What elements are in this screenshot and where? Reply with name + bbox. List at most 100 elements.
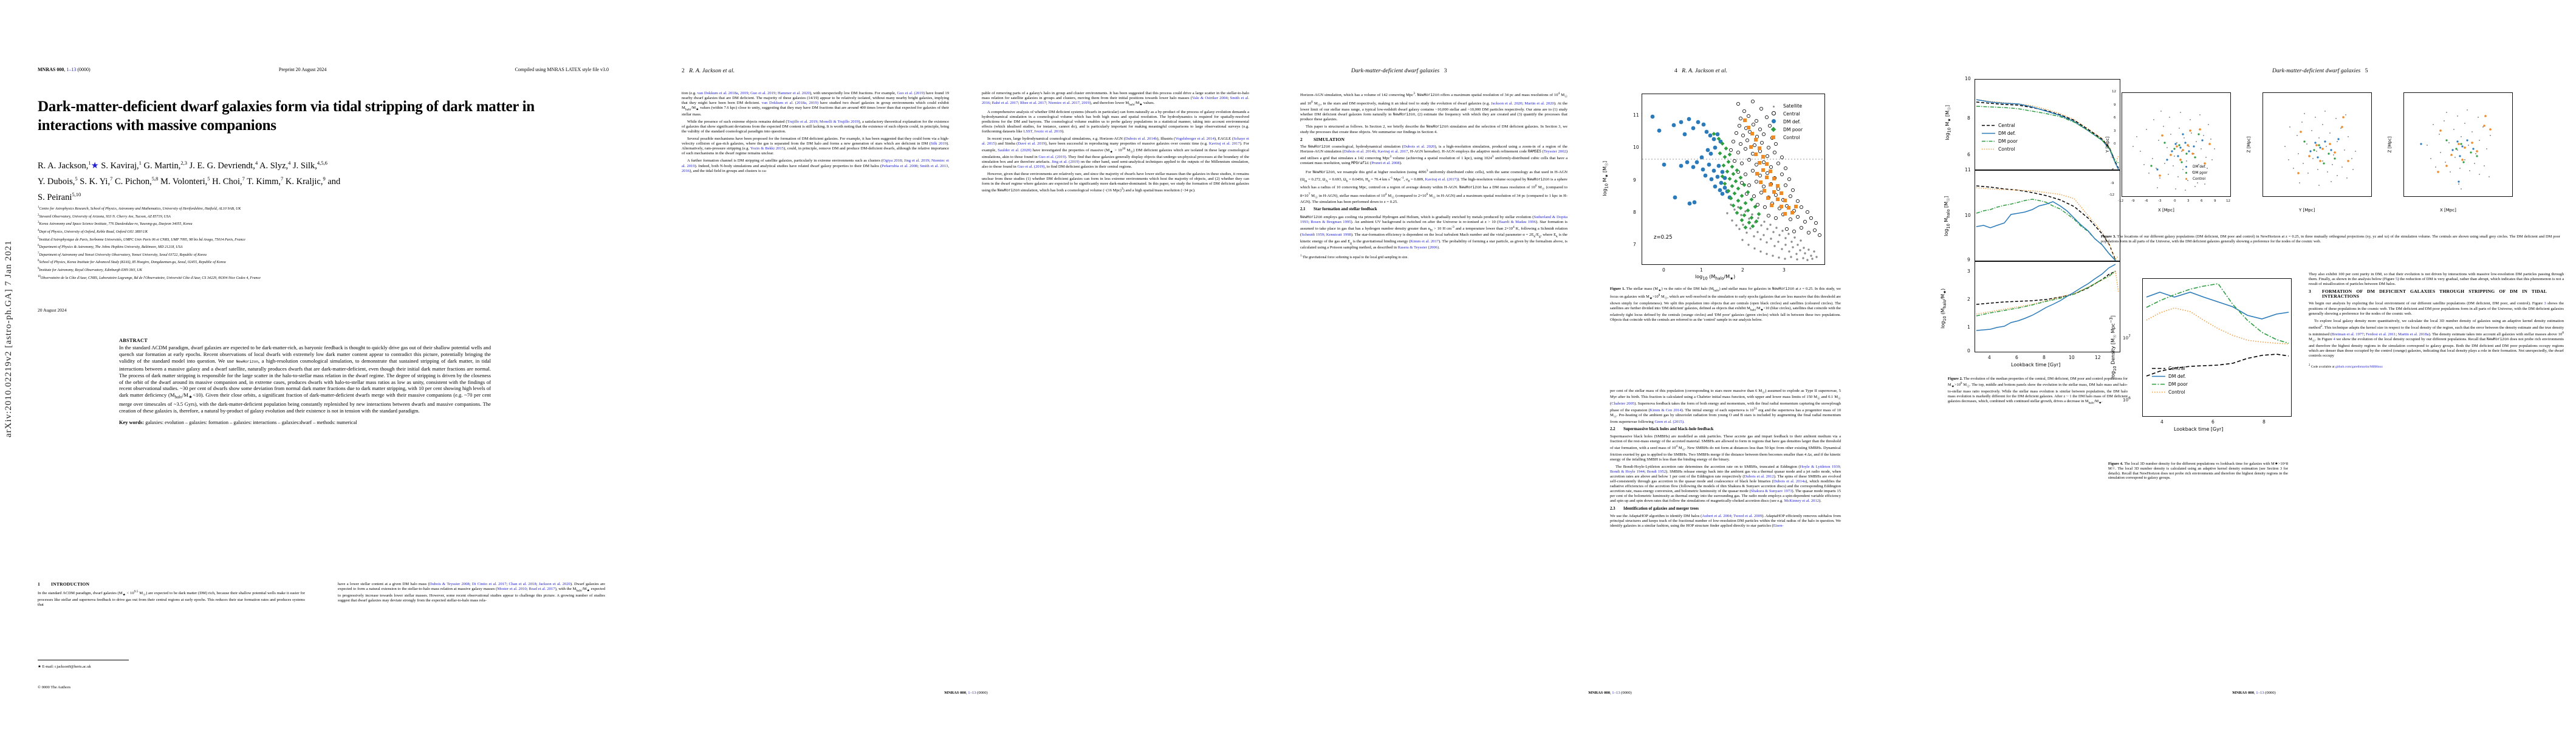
paragraph: The NewHorizon cosmological, hydrodynami…	[1300, 144, 1568, 166]
fig3-ytick: 6	[2114, 116, 2116, 120]
dm-poor-points	[1711, 132, 1761, 230]
fig4-xtick: 8	[2263, 419, 2266, 425]
affiliation-item: 4Dept of Physics, University of Oxford, …	[38, 228, 148, 234]
legend-item: Control	[1982, 146, 2015, 152]
figure-3-panel-xy	[2122, 92, 2231, 197]
fig3-xtick: -3	[2158, 199, 2162, 203]
legend-item: Control	[2182, 176, 2207, 182]
figure-3-xz-canvas	[2420, 109, 2492, 190]
figure-3-xy-canvas	[2132, 111, 2215, 191]
abstract-block: ABSTRACT In the standard ΛCDM paradigm, …	[119, 338, 491, 426]
legend-item: Central	[1982, 123, 2015, 128]
legend-item: Central	[1767, 110, 1803, 118]
abstract-text: In the standard ΛCDM paradigm, dwarf gal…	[119, 344, 491, 414]
control-points	[1743, 118, 1798, 216]
page2-column-3: Horizon-AGN simulation, which has a volu…	[1300, 91, 1567, 656]
paragraph: However, given that these environments a…	[982, 172, 1249, 193]
fig2-top-ytick: 8	[1967, 115, 1970, 121]
fig1-xtick: 3	[1783, 267, 1786, 273]
fig3-xtick: 9	[2214, 199, 2216, 203]
affiliation-item: 2Steward Observatory, University of Ariz…	[38, 213, 171, 219]
figure-2-panel-bottom	[1975, 261, 2120, 352]
affiliation-item: 3Korea Astronomy and Space Science Insti…	[38, 221, 193, 227]
figure-3-panel-yz	[2263, 92, 2372, 197]
figure-2-middle-canvas	[1976, 185, 2119, 261]
figure-3-caption: Figure 3. The locations of our different…	[2101, 234, 2560, 244]
paragraph: While the presence of such extreme objec…	[682, 119, 950, 134]
masthead-left: MNRAS 000, 1–13 (0000)	[38, 67, 91, 72]
fig2-bot-ytick: 2	[1967, 296, 1970, 302]
subsection-heading-2-3: 2.3 Identification of galaxies and merger…	[1610, 506, 1699, 511]
dm-deficient-points	[1650, 114, 1732, 206]
figure-2-panel-top	[1975, 79, 2120, 170]
fig2-xtick: 6	[2015, 355, 2018, 360]
page-2: 2 R. A. Jackson et al. tion (e.g. van Do…	[644, 0, 1288, 729]
paragraph: NewHorizon employs gas cooling via primo…	[1300, 214, 1568, 250]
page-footer-2: MNRAS 000, 1–13 (0000)	[944, 691, 988, 695]
fig3-xtick: 6	[2201, 199, 2203, 203]
page4-column-1: per cent of the stellar mass of this pop…	[1610, 389, 1841, 656]
figure-3-yz-canvas	[2284, 111, 2356, 186]
fig2-xlabel: Lookback time [Gyr]	[2011, 362, 2061, 368]
intro-paragraph-2: have a lower stellar content at a given …	[338, 582, 606, 603]
intro-column-left: 1 INTRODUCTION In the standard ΛCDM parad…	[38, 581, 305, 610]
fig3-xtick: 0	[2174, 199, 2176, 203]
copyright-line: © 0000 The Authors	[38, 685, 71, 690]
subsection-heading-2-2: 2.2 Supermassive black holes and black-ho…	[1610, 426, 1714, 431]
figure-4: 107 106 4 6 8 Lookback time [Gyr] log10 …	[2102, 275, 2303, 457]
page-1: arXiv:2010.02219v2 [astro-ph.GA] 7 Jan 2…	[0, 0, 644, 729]
legend-item: Satellite	[1767, 102, 1803, 110]
figure-2: 10 8 6 11 10 9 3 2 1 0 4 6 8 10 12 Lookb…	[1938, 73, 2139, 462]
footnote-p3: 1 The gravitational force softening is e…	[1300, 255, 1408, 260]
page-footer-3: MNRAS 000, 1–13 (0000)	[1588, 691, 1632, 695]
fig2-mid-ytick: 10	[1965, 213, 1971, 218]
fig1-ytick: 11	[1633, 112, 1639, 118]
figure-4-canvas	[2146, 283, 2289, 377]
fig2-bot-ytick: 3	[1967, 269, 1970, 274]
figure-2-bottom-canvas	[1976, 264, 2119, 331]
fig1-ytick: 7	[1633, 242, 1636, 247]
fig3-ytick: -6	[2111, 168, 2114, 172]
running-head-page3: Dark-matter-deficient dwarf galaxies 3	[1351, 68, 1447, 74]
paragraph: pable of removing parts of a galaxy's ha…	[982, 91, 1249, 107]
legend-item: DM def.	[1767, 118, 1803, 126]
paragraph: In recent years, large hydrodynamical co…	[982, 137, 1250, 169]
fig3-xtick: -9	[2131, 199, 2135, 203]
page-4: 10 8 6 11 10 9 3 2 1 0 4 6 8 10 12 Lookb…	[1932, 0, 2576, 729]
fig2-top-ytick: 6	[1967, 152, 1970, 157]
fig3-ytick: 12	[2112, 90, 2117, 94]
fig2-xtick: 8	[2043, 355, 2046, 360]
fig2-ylabel-top: log10 M★ [M☉]	[1945, 104, 1952, 140]
submission-date: 20 August 2024	[38, 307, 67, 313]
fig3-xtick: -12	[2118, 199, 2124, 203]
fig3-ytick: -9	[2111, 182, 2114, 185]
fig1-annotation: z=0.25	[1654, 234, 1673, 241]
fig4-ytick: 107	[2123, 334, 2131, 341]
footnote-p5: 2 Code available at github.com/garethmar…	[2309, 364, 2383, 369]
masthead-right: Compiled using MNRAS LATEX style file v3…	[515, 67, 609, 72]
fig2-mid-ytick: 11	[1965, 167, 1971, 173]
fig3-legend: DM def. DM poor Control	[2182, 164, 2207, 182]
fig1-xtick: 1	[1700, 267, 1703, 273]
page-footer-4: MNRAS 000, 1–13 (0000)	[2232, 691, 2276, 695]
arxiv-stamp: arXiv:2010.02219v2 [astro-ph.GA] 7 Jan 2…	[4, 240, 13, 437]
fig2-mid-ytick: 9	[1967, 257, 1970, 262]
page2-column-2: pable of removing parts of a galaxy's ha…	[982, 91, 1249, 656]
paragraph: Horizon-AGN simulation, which has a volu…	[1300, 92, 1568, 122]
fig3-ylabel-3: Z [Mpc]	[2387, 136, 2393, 153]
fig3-ytick: -3	[2111, 156, 2114, 159]
fig2-ylabel-middle: log10 Mhalo [M☉]	[1944, 196, 1951, 236]
section-heading-3: 3 FORMATION OF DM DEFICIENT GALAXIES THRO…	[2309, 289, 2547, 299]
legend-item: DM poor	[2182, 170, 2207, 176]
fig4-xtick: 4	[2160, 419, 2163, 425]
legend-item: DM poor	[1982, 139, 2018, 144]
fig2-bot-ytick: 1	[1967, 324, 1970, 330]
paragraph: A comprehensive analysis of whether DM d…	[982, 109, 1249, 134]
figure-2-panel-middle	[1975, 170, 2120, 261]
fig4-legend: Central DM def. DM poor Control	[2152, 364, 2188, 396]
paragraph: This paper is structured as follows. In …	[1300, 125, 1567, 134]
paragraph: Several possible mechanisms have been pr…	[682, 137, 949, 156]
paragraph: A further formation channel is DM stripp…	[682, 159, 950, 173]
fig3-ytick: 9	[2114, 103, 2116, 107]
subsection-heading-2-1: 2.1 Star formation and stellar feedback	[1300, 207, 1377, 212]
